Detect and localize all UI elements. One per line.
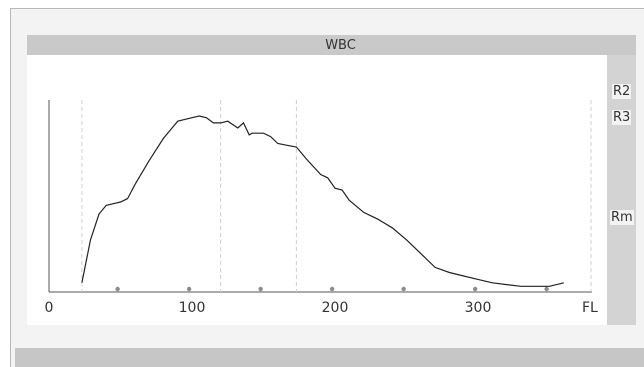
- x-tick-label-200: 200: [322, 300, 349, 316]
- rm-label: Rm: [610, 210, 634, 225]
- x-tick-label-0: 0: [45, 300, 54, 316]
- axis-dot-4: [401, 286, 406, 292]
- histogram-line: [81, 115, 564, 287]
- x-axis-unit-label: FL: [582, 300, 598, 316]
- plot-area: [27, 55, 607, 325]
- axis-dot-3: [329, 286, 335, 292]
- axis-dot-2: [258, 286, 263, 292]
- axis-dot-0: [115, 286, 120, 292]
- r3-label: R3: [612, 110, 632, 125]
- status-bar: [15, 348, 644, 367]
- threshold-panel: [607, 55, 636, 325]
- axis-dot-5: [472, 286, 478, 292]
- r2-label: R2: [612, 84, 632, 99]
- x-tick-label-100: 100: [179, 300, 206, 316]
- x-tick-label-300: 300: [465, 300, 492, 316]
- histogram-title: WBC: [325, 37, 356, 53]
- axis-dot-6: [544, 286, 549, 292]
- axis-dot-1: [186, 286, 192, 292]
